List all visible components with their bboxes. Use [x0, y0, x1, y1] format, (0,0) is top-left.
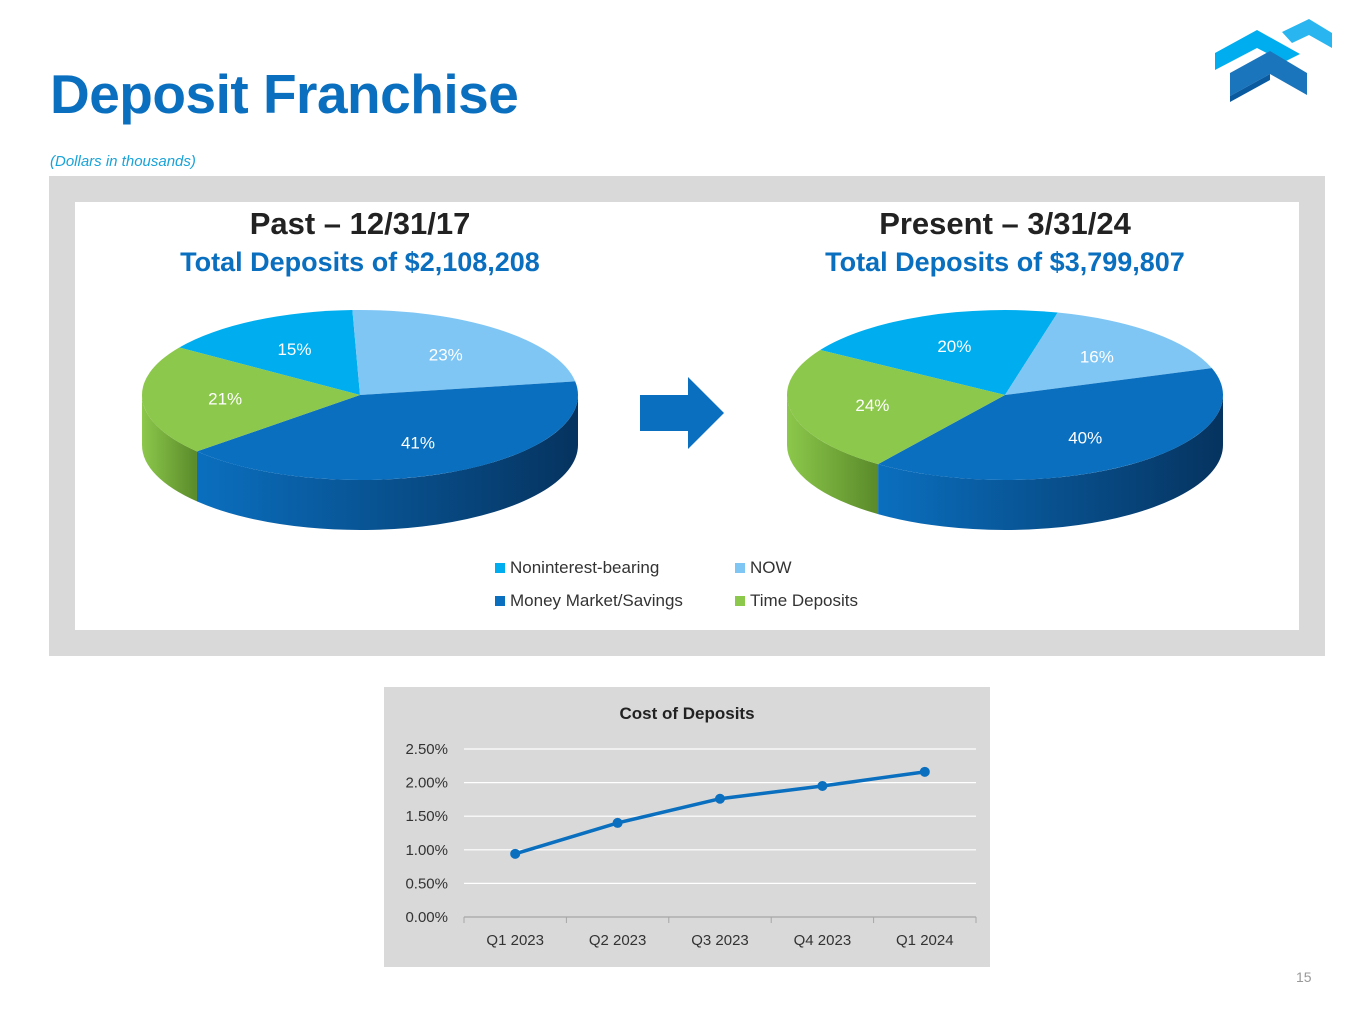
- y-tick-label: 0.00%: [405, 909, 448, 926]
- x-tick-label: Q1 2024: [896, 932, 954, 949]
- pie-slice: [142, 347, 360, 452]
- x-tick-label: Q3 2023: [691, 932, 749, 949]
- page-number: 15: [1296, 969, 1312, 985]
- x-tick-label: Q1 2023: [486, 932, 544, 949]
- pie-slice: [878, 368, 1223, 480]
- pie-legend: Noninterest-bearing NOW Money Market/Sav…: [495, 558, 915, 618]
- pie-data-label: 40%: [1068, 428, 1102, 447]
- present-pie-chart: 20% 16% 40% 24%: [787, 310, 1223, 530]
- pie-data-label: 21%: [208, 389, 242, 408]
- right-arrow-icon: [640, 377, 724, 449]
- pie-slice: [820, 310, 1058, 395]
- past-date-title: Past – 12/31/17: [249, 206, 471, 241]
- pie-slice-side: [878, 395, 1223, 530]
- y-tick-label: 1.50%: [405, 808, 448, 825]
- legend-item-noninterest: Noninterest-bearing: [495, 558, 659, 578]
- past-heading: Past – 12/31/17 Total Deposits of $2,108…: [110, 206, 610, 280]
- pie-slice-side: [142, 395, 197, 502]
- pie-data-label: 41%: [401, 434, 435, 453]
- pie-slice: [352, 310, 576, 395]
- pie-data-label: 23%: [429, 345, 463, 364]
- cost-of-deposits-chart: 0.00% 0.50% 1.00% 1.50% 2.00% 2.50% Q1 2023 Q2 …: [384, 687, 990, 967]
- past-pie-chart: 15% 23% 41% 21%: [142, 310, 578, 530]
- pie-slice: [179, 310, 360, 395]
- pie-slice: [1005, 312, 1212, 395]
- cost-of-deposits-plot: 0.00% 0.50% 1.00% 1.50% 2.00% 2.50% Q1 2023 Q2 …: [405, 741, 977, 949]
- legend-label: NOW: [750, 558, 792, 577]
- y-tick-label: 0.50%: [405, 875, 448, 892]
- data-point: [817, 780, 828, 791]
- legend-swatch: [735, 563, 745, 573]
- legend-item-money-market: Money Market/Savings: [495, 591, 683, 611]
- pie-data-label: 16%: [1080, 347, 1114, 366]
- legend-swatch: [495, 563, 505, 573]
- data-point: [612, 817, 623, 828]
- legend-item-now: NOW: [735, 558, 792, 578]
- pie-slice: [196, 381, 578, 480]
- page-title: Deposit Franchise: [50, 63, 519, 125]
- company-logo: [1215, 19, 1332, 102]
- y-tick-label: 2.00%: [405, 775, 448, 792]
- x-tick-label: Q4 2023: [794, 932, 852, 949]
- pie-slice-side: [196, 395, 578, 530]
- chart-title: Cost of Deposits: [619, 704, 755, 723]
- past-total-deposits: Total Deposits of $2,108,208: [180, 247, 540, 277]
- legend-label: Noninterest-bearing: [510, 558, 660, 577]
- data-point: [919, 766, 930, 777]
- pie-data-label: 24%: [855, 396, 889, 415]
- y-tick-label: 1.00%: [405, 842, 448, 859]
- present-date-title: Present – 3/31/24: [879, 206, 1131, 241]
- pie-data-label: 20%: [937, 337, 971, 356]
- pie-data-label: 15%: [277, 340, 311, 359]
- legend-item-time-deposits: Time Deposits: [735, 591, 858, 611]
- present-heading: Present – 3/31/24 Total Deposits of $3,7…: [755, 206, 1255, 280]
- legend-swatch: [735, 596, 745, 606]
- cost-series-line: [514, 770, 926, 856]
- x-tick-label: Q2 2023: [589, 932, 647, 949]
- data-point: [715, 793, 725, 804]
- y-tick-label: 2.50%: [405, 741, 448, 758]
- legend-swatch: [495, 596, 505, 606]
- legend-label: Time Deposits: [750, 591, 859, 610]
- pie-slice: [787, 349, 1005, 465]
- legend-label: Money Market/Savings: [510, 591, 683, 610]
- present-total-deposits: Total Deposits of $3,799,807: [825, 247, 1185, 277]
- pie-slice-side: [787, 395, 879, 515]
- units-note: (Dollars in thousands): [50, 153, 196, 170]
- data-point: [510, 848, 521, 859]
